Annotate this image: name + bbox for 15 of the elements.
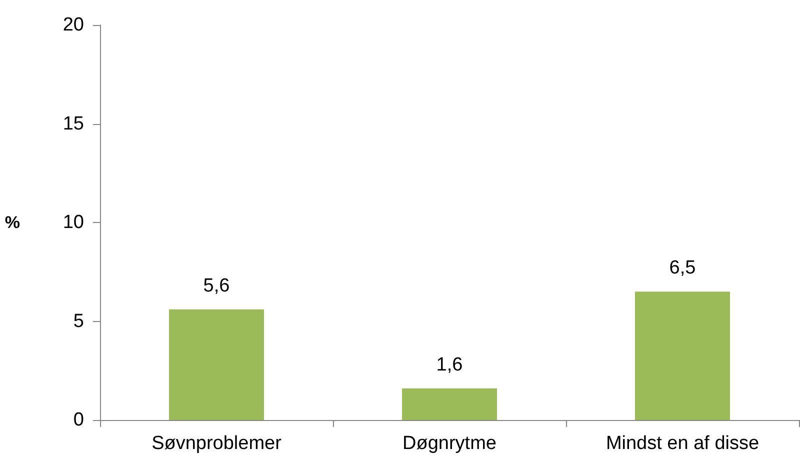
data-label: 5,6 — [203, 275, 230, 296]
y-tick-label: 5 — [73, 310, 84, 332]
y-tick-label: 0 — [73, 410, 84, 430]
y-axis-title: % — [4, 213, 20, 232]
data-label: 1,6 — [436, 354, 463, 376]
x-tick-label: Døgnrytme — [402, 433, 496, 454]
bar — [169, 309, 264, 420]
x-tick-label: Søvnproblemer — [152, 433, 282, 454]
x-tick-label: Mindst en af disse — [606, 433, 760, 454]
bar — [635, 292, 730, 420]
y-tick-label: 20 — [62, 14, 84, 36]
data-label: 6,5 — [669, 258, 696, 279]
y-tick-label: 15 — [62, 113, 84, 134]
y-tick-label: 10 — [62, 212, 84, 233]
bar — [402, 388, 497, 420]
